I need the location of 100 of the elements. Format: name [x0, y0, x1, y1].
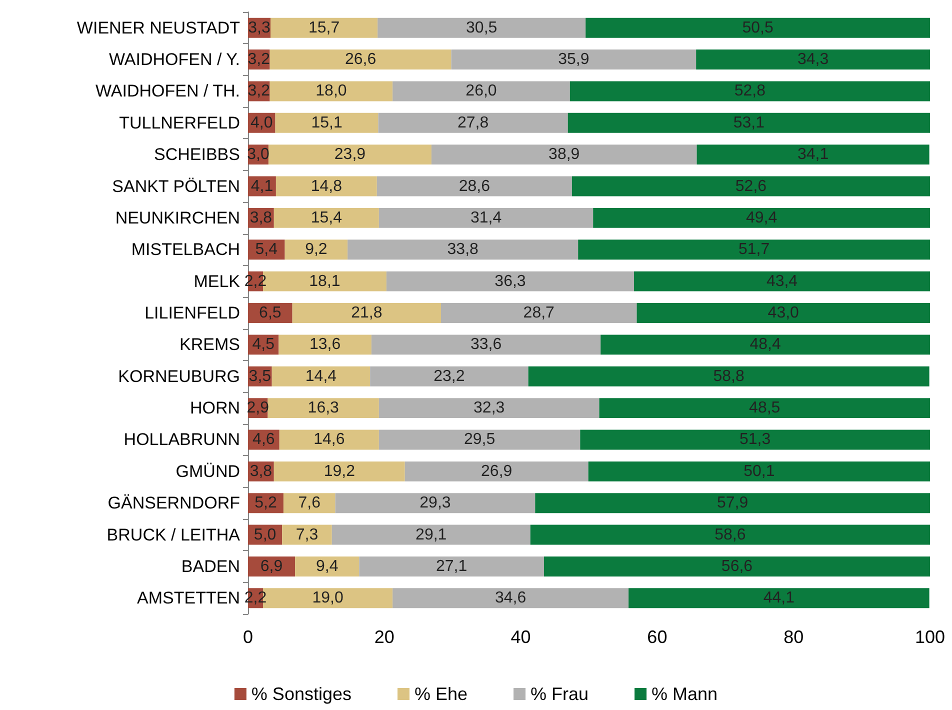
bar	[600, 334, 930, 355]
bar	[272, 366, 370, 386]
data-label: 5,4	[255, 241, 278, 258]
data-label: 7,3	[296, 526, 318, 544]
data-label: 49,4	[746, 209, 778, 226]
y-tick-label: LILIENFELD	[144, 304, 240, 322]
bar	[276, 176, 377, 196]
y-tick-label: WIENER NEUSTADT	[76, 18, 240, 38]
bar	[634, 271, 930, 292]
data-label: 51,3	[739, 431, 771, 448]
bar	[588, 461, 930, 482]
data-label: 27,1	[436, 558, 468, 575]
data-label: 53,1	[733, 114, 765, 132]
data-label: 19,2	[324, 462, 356, 480]
bar	[431, 144, 697, 165]
bar	[441, 303, 637, 323]
data-label: 15,7	[308, 19, 340, 36]
y-tick-label: TULLNERFELD	[119, 113, 240, 132]
x-tick-label: 80	[784, 627, 804, 647]
bar	[370, 366, 528, 386]
bar	[274, 208, 379, 228]
y-tick-label: BADEN	[181, 556, 240, 576]
data-label: 14,4	[305, 368, 337, 385]
bar	[268, 144, 432, 165]
y-tick-label: GÄNSERNDORF	[108, 494, 240, 513]
bar	[348, 240, 578, 260]
bar	[580, 430, 930, 450]
data-label: 3,8	[250, 209, 272, 226]
data-label: 18,0	[316, 82, 347, 100]
bar	[628, 588, 930, 608]
data-label: 33,6	[470, 336, 502, 354]
data-label: 32,3	[474, 400, 505, 417]
data-label: 34,6	[495, 590, 526, 607]
bar	[696, 50, 930, 70]
bar	[568, 112, 930, 133]
bar	[570, 81, 930, 102]
data-label: 52,6	[735, 178, 767, 195]
y-tick-label: NEUNKIRCHEN	[115, 208, 240, 228]
data-label: 34,3	[797, 51, 829, 68]
x-tick-label: 20	[374, 627, 394, 647]
data-label: 38,9	[548, 146, 580, 164]
bar	[270, 50, 452, 70]
bar	[270, 18, 378, 38]
y-tick-label: AMSTETTEN	[137, 588, 240, 608]
bar	[335, 493, 536, 514]
data-label: 36,3	[494, 272, 526, 290]
data-label: 35,9	[558, 51, 590, 68]
bar	[332, 524, 530, 545]
bar	[572, 176, 930, 196]
bar	[586, 18, 930, 38]
bar	[599, 398, 930, 418]
data-label: 3,3	[248, 19, 270, 36]
data-label: 3,2	[248, 82, 270, 100]
bar	[278, 334, 372, 355]
data-label: 50,1	[744, 462, 775, 480]
legend-label: % Ehe	[414, 684, 468, 704]
data-label: 48,5	[749, 400, 780, 417]
data-label: 5,0	[254, 526, 276, 544]
data-label: 3,2	[248, 51, 270, 68]
data-label: 7,6	[298, 494, 321, 512]
data-label: 4,1	[250, 178, 274, 195]
data-label: 14,8	[310, 178, 342, 195]
legend-label: % Sonstiges	[251, 684, 352, 704]
data-label: 9,2	[305, 241, 328, 258]
bar	[359, 556, 544, 576]
bar	[282, 524, 332, 545]
y-tick-label: BRUCK / LEITHA	[106, 525, 241, 544]
data-label: 5,2	[254, 494, 277, 512]
bar	[279, 430, 379, 450]
bar	[404, 461, 588, 482]
legend-label: % Frau	[530, 684, 589, 704]
legend-label: % Mann	[652, 684, 718, 704]
y-tick-label: SCHEIBBS	[154, 145, 240, 164]
y-tick-label: SANKT PÖLTEN	[112, 176, 240, 196]
bar	[378, 398, 600, 418]
data-label: 4,5	[252, 336, 275, 354]
data-label: 28,6	[458, 178, 490, 195]
y-tick-label: WAIDHOFEN / Y.	[109, 50, 240, 70]
data-label: 3,8	[250, 462, 272, 480]
bar	[270, 81, 393, 102]
data-label: 43,0	[768, 304, 800, 322]
bar	[535, 493, 930, 514]
data-label: 29,1	[416, 526, 447, 544]
bar	[578, 240, 930, 260]
y-tick-label: GMÜND	[176, 462, 240, 481]
data-label: 43,4	[766, 272, 798, 290]
y-tick-label: HOLLABRUNN	[124, 430, 240, 450]
bar	[378, 430, 580, 450]
bar	[292, 303, 442, 323]
data-label: 26,0	[466, 82, 497, 100]
data-label: 23,2	[434, 368, 465, 385]
bar	[544, 556, 930, 576]
data-label: 21,8	[351, 304, 382, 322]
bar	[274, 461, 405, 482]
data-label: 30,5	[466, 19, 498, 36]
bar	[378, 18, 586, 38]
data-label: 52,8	[734, 82, 766, 100]
data-label: 48,4	[750, 336, 781, 354]
data-label: 57,9	[716, 494, 748, 512]
data-label: 3,5	[248, 368, 272, 385]
